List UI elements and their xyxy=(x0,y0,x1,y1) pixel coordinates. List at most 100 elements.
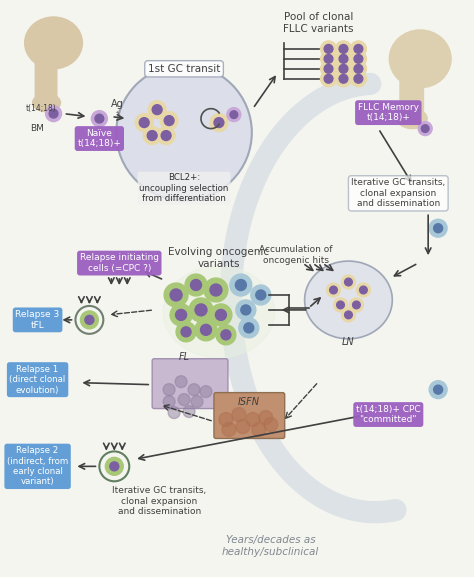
Circle shape xyxy=(324,54,333,63)
Circle shape xyxy=(434,224,443,233)
Circle shape xyxy=(222,422,236,436)
Text: Relapse initiating
cells (=CPC ?): Relapse initiating cells (=CPC ?) xyxy=(80,253,159,273)
Circle shape xyxy=(160,111,178,130)
Ellipse shape xyxy=(163,266,275,358)
Circle shape xyxy=(81,311,99,329)
Circle shape xyxy=(170,304,192,326)
Ellipse shape xyxy=(25,17,82,69)
Circle shape xyxy=(246,413,260,426)
Circle shape xyxy=(345,311,352,319)
Circle shape xyxy=(320,71,337,87)
Circle shape xyxy=(49,109,58,118)
Circle shape xyxy=(252,422,266,436)
Circle shape xyxy=(339,74,348,83)
Text: Relapse 1
(direct clonal
evolution): Relapse 1 (direct clonal evolution) xyxy=(9,365,66,395)
Circle shape xyxy=(157,126,175,144)
Circle shape xyxy=(116,65,252,200)
Circle shape xyxy=(360,286,367,294)
Circle shape xyxy=(336,71,351,87)
Circle shape xyxy=(204,278,228,302)
Circle shape xyxy=(221,330,231,340)
Circle shape xyxy=(95,114,104,123)
Circle shape xyxy=(354,44,363,53)
Circle shape xyxy=(227,108,241,122)
Circle shape xyxy=(354,74,363,83)
Text: Ag: Ag xyxy=(111,99,124,108)
Circle shape xyxy=(341,308,356,322)
Circle shape xyxy=(320,51,337,67)
Circle shape xyxy=(163,396,175,407)
Circle shape xyxy=(85,316,94,324)
Circle shape xyxy=(185,274,207,296)
Ellipse shape xyxy=(389,30,451,88)
Text: t(14;18): t(14;18) xyxy=(26,104,57,113)
Circle shape xyxy=(244,323,254,333)
Circle shape xyxy=(356,283,370,297)
FancyBboxPatch shape xyxy=(35,46,57,104)
Text: LN: LN xyxy=(342,337,355,347)
Circle shape xyxy=(429,219,447,237)
Circle shape xyxy=(219,413,233,426)
Circle shape xyxy=(324,65,333,73)
Circle shape xyxy=(175,376,187,388)
Circle shape xyxy=(46,106,62,122)
Circle shape xyxy=(418,122,432,136)
Circle shape xyxy=(195,304,207,316)
Text: FLLC Memory
t(14;18)+: FLLC Memory t(14;18)+ xyxy=(358,103,419,122)
Circle shape xyxy=(110,462,119,471)
Circle shape xyxy=(337,301,344,309)
Circle shape xyxy=(91,111,107,126)
Circle shape xyxy=(188,384,200,396)
Text: Accumulation of
oncogenic hits: Accumulation of oncogenic hits xyxy=(259,245,332,265)
Circle shape xyxy=(339,44,348,53)
Text: BCL2+:
uncoupling selection
from differentiation: BCL2+: uncoupling selection from differe… xyxy=(139,174,229,203)
Text: 1st GC transit: 1st GC transit xyxy=(148,64,220,74)
Circle shape xyxy=(241,305,251,315)
Circle shape xyxy=(236,419,250,433)
Circle shape xyxy=(191,396,203,407)
Text: Evolving oncogenic
variants: Evolving oncogenic variants xyxy=(168,248,270,269)
Text: Naïve
t(14;18)+: Naïve t(14;18)+ xyxy=(77,129,121,148)
Circle shape xyxy=(170,289,182,301)
Text: Iterative GC transits,
clonal expansion
and dissemination: Iterative GC transits, clonal expansion … xyxy=(112,486,206,516)
Circle shape xyxy=(434,385,443,394)
Text: ISFN: ISFN xyxy=(238,396,260,407)
Text: Pool of clonal
FLLC variants: Pool of clonal FLLC variants xyxy=(283,12,354,34)
Circle shape xyxy=(195,319,217,341)
Circle shape xyxy=(176,322,196,342)
Circle shape xyxy=(147,130,157,140)
FancyBboxPatch shape xyxy=(399,58,424,115)
Circle shape xyxy=(339,65,348,73)
Text: Iterative GC transits,
clonal expansion
and dissemination: Iterative GC transits, clonal expansion … xyxy=(351,178,446,208)
Text: Relapse 3
tFL: Relapse 3 tFL xyxy=(16,310,60,329)
FancyBboxPatch shape xyxy=(152,359,228,409)
Circle shape xyxy=(336,51,351,67)
Circle shape xyxy=(163,384,175,396)
Circle shape xyxy=(259,411,273,425)
Circle shape xyxy=(210,304,232,326)
Circle shape xyxy=(189,298,213,322)
Circle shape xyxy=(350,41,366,57)
Circle shape xyxy=(327,283,340,297)
Circle shape xyxy=(354,54,363,63)
Circle shape xyxy=(201,324,211,335)
Circle shape xyxy=(350,71,366,87)
Circle shape xyxy=(181,327,191,337)
Circle shape xyxy=(350,51,366,67)
Circle shape xyxy=(232,407,246,422)
Circle shape xyxy=(239,318,259,338)
Circle shape xyxy=(148,100,166,119)
Circle shape xyxy=(353,301,360,309)
Circle shape xyxy=(324,44,333,53)
Circle shape xyxy=(256,290,266,300)
Circle shape xyxy=(183,406,195,418)
Circle shape xyxy=(164,283,188,307)
Circle shape xyxy=(236,300,256,320)
Circle shape xyxy=(264,418,278,432)
Circle shape xyxy=(216,309,227,320)
Circle shape xyxy=(230,111,237,118)
Circle shape xyxy=(350,61,366,77)
Circle shape xyxy=(330,286,337,294)
Circle shape xyxy=(251,285,271,305)
Circle shape xyxy=(336,61,351,77)
